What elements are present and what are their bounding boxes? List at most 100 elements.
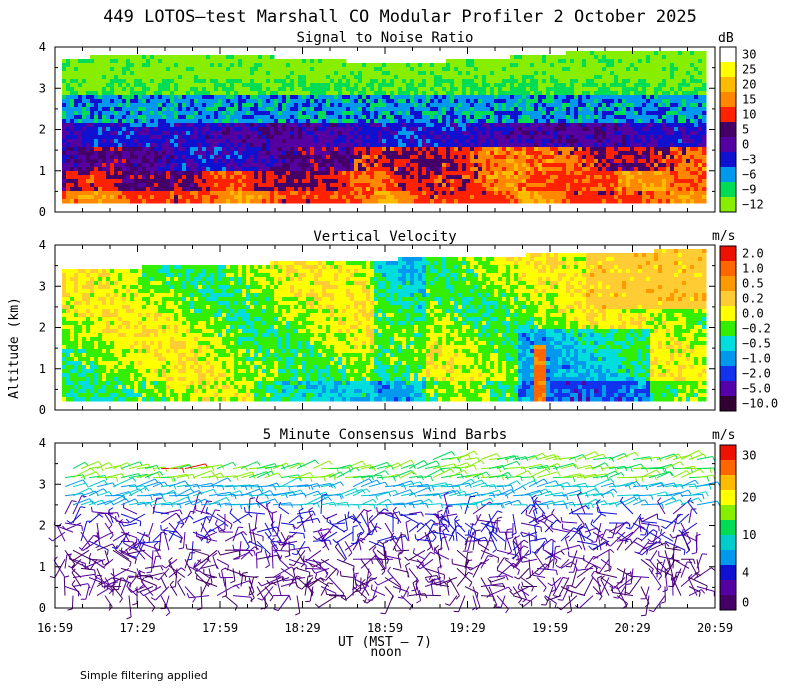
heatmap-cell [490,75,495,80]
heatmap-cell [434,183,439,188]
heatmap-cell [430,103,435,108]
heatmap-cell [574,119,579,124]
heatmap-cell [406,71,411,76]
heatmap-cell [202,191,207,196]
heatmap-cell [194,171,199,176]
heatmap-cell [254,195,259,200]
heatmap-cell [498,95,503,100]
heatmap-cell [358,123,363,128]
heatmap-cell [378,63,383,68]
heatmap-cell [334,79,339,84]
heatmap-cell [518,155,523,160]
heatmap-cell [90,55,95,60]
heatmap-cell [470,191,475,196]
heatmap-cell [378,175,383,180]
heatmap-cell [294,115,299,120]
heatmap-cell [94,99,99,104]
heatmap-cell [282,191,287,196]
heatmap-cell [182,155,187,160]
heatmap-cell [154,91,159,96]
heatmap-cell [102,175,107,180]
heatmap-cell [402,107,407,112]
heatmap-cell [450,71,455,76]
heatmap-cell [126,71,131,76]
heatmap-cell [86,91,91,96]
heatmap-cell [522,151,527,156]
heatmap-cell [318,175,323,180]
heatmap-cell [102,59,107,64]
heatmap-cell [486,111,491,116]
heatmap-cell [154,123,159,128]
heatmap-cell [450,167,455,172]
heatmap-cell [130,195,135,200]
heatmap-cell [482,115,487,120]
heatmap-cell [434,191,439,196]
heatmap-cell [230,155,235,160]
heatmap-cell [330,103,335,108]
heatmap-cell [586,183,591,188]
heatmap-cell [286,99,291,104]
heatmap-cell [162,155,167,160]
heatmap-cell [402,191,407,196]
heatmap-cell [254,67,259,72]
heatmap-cell [362,71,367,76]
heatmap-cell [562,79,567,84]
heatmap-cell [162,123,167,128]
heatmap-cell [258,155,263,160]
heatmap-cell [594,63,599,68]
heatmap-cell [314,143,319,148]
heatmap-cell [494,131,499,136]
heatmap-cell [550,83,555,88]
heatmap-cell [234,99,239,104]
heatmap-cell [534,63,539,68]
heatmap-cell [282,147,287,152]
heatmap-cell [90,147,95,152]
heatmap-cell [166,71,171,76]
heatmap-cell [590,83,595,88]
heatmap-cell [146,171,151,176]
heatmap-cell [82,159,87,164]
heatmap-cell [422,103,427,108]
heatmap-cell [366,67,371,72]
heatmap-cell [418,91,423,96]
heatmap-cell [342,143,347,148]
heatmap-cell [334,175,339,180]
heatmap-cell [194,163,199,168]
heatmap-cell [490,195,495,200]
heatmap-cell [270,115,275,120]
heatmap-cell [70,183,75,188]
heatmap-cell [374,167,379,172]
heatmap-cell [198,59,203,64]
heatmap-cell [542,143,547,148]
heatmap-cell [538,127,543,132]
heatmap-cell [174,163,179,168]
heatmap-cell [402,195,407,200]
heatmap-cell [446,127,451,132]
heatmap-cell [90,143,95,148]
heatmap-cell [570,131,575,136]
heatmap-cell [366,191,371,196]
heatmap-cell [486,147,491,152]
heatmap-cell [574,179,579,184]
heatmap-cell [438,107,443,112]
heatmap-cell [222,91,227,96]
heatmap-cell [238,183,243,188]
heatmap-cell [230,75,235,80]
heatmap-cell [374,67,379,72]
heatmap-cell [182,163,187,168]
heatmap-cell [378,147,383,152]
heatmap-cell [270,55,275,60]
heatmap-cell [62,107,67,112]
heatmap-cell [346,183,351,188]
heatmap-cell [514,63,519,68]
heatmap-cell [522,75,527,80]
heatmap-cell [134,79,139,84]
heatmap-cell [470,151,475,156]
heatmap-cell [150,143,155,148]
heatmap-cell [410,195,415,200]
heatmap-cell [342,115,347,120]
heatmap-cell [242,67,247,72]
heatmap-cell [102,191,107,196]
heatmap-cell [494,159,499,164]
heatmap-cell [158,87,163,92]
